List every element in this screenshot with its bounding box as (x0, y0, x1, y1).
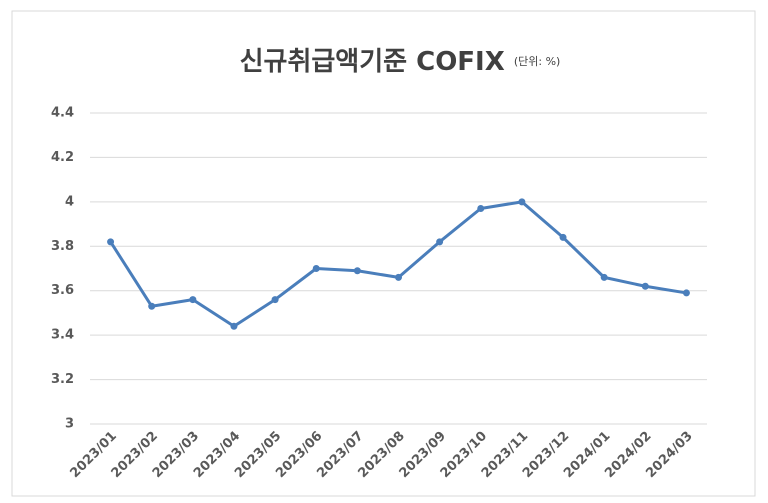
data-point (641, 282, 649, 290)
y-tick-label: 3 (65, 417, 74, 432)
chart-subtitle: (단위: %) (514, 55, 560, 68)
y-tick-label: 3.8 (51, 239, 74, 254)
data-point (559, 233, 567, 241)
data-point (107, 238, 115, 246)
y-tick-label: 3.2 (51, 372, 74, 387)
data-point (148, 302, 156, 310)
chart-frame (11, 10, 756, 497)
data-point (353, 267, 361, 275)
data-point (682, 289, 690, 297)
data-point (518, 198, 526, 206)
data-point (312, 265, 320, 272)
data-point (395, 273, 402, 281)
data-point (230, 322, 238, 330)
data-point (189, 296, 197, 304)
data-point (600, 273, 608, 281)
chart-title: 신규취급액기준 COFIX (240, 47, 505, 77)
data-point (477, 205, 485, 213)
y-tick-label: 3.6 (51, 283, 74, 298)
chart-heading: 신규취급액기준 COFIX (단위: %) (240, 47, 561, 77)
y-tick-label: 4.2 (51, 150, 74, 165)
y-tick-label: 3.4 (51, 328, 74, 343)
data-point (436, 238, 444, 246)
data-point (271, 296, 279, 304)
y-tick-label: 4.4 (51, 106, 74, 121)
y-tick-label: 4 (65, 194, 74, 209)
